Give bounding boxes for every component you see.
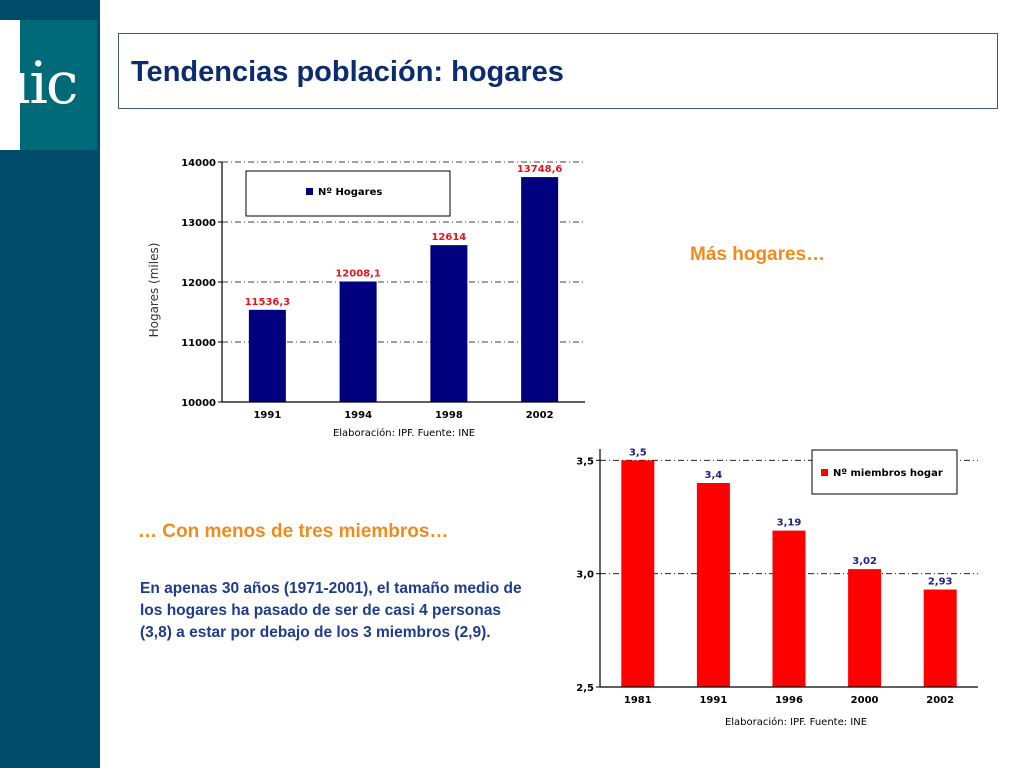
x-tick-label: 1996: [775, 695, 803, 706]
y-tick-label: 3,0: [576, 570, 594, 581]
note-more-households: Más hogares…: [690, 244, 826, 265]
y-tick-label: 12000: [181, 278, 216, 289]
page-title: Tendencias población: hogares: [131, 56, 564, 88]
legend-label: Nº miembros hogar: [833, 468, 943, 479]
explanation-paragraph: En apenas 30 años (1971-2001), el tamaño…: [140, 578, 565, 644]
x-tick-label: 1981: [624, 695, 652, 706]
y-tick-label: 11000: [181, 338, 216, 349]
bar: [248, 309, 286, 402]
paragraph-line: (3,8) a estar por debajo de los 3 miembr…: [140, 624, 491, 641]
y-tick-label: 3,5: [576, 456, 594, 467]
bar: [521, 177, 559, 402]
legend-box: [811, 449, 958, 495]
source-note: Elaboración: IPF. Fuente: INE: [333, 427, 475, 439]
title-box: Tendencias población: hogares: [118, 33, 998, 109]
x-tick-label: 2000: [851, 695, 879, 706]
uic-logo: uic: [0, 20, 97, 150]
y-tick-label: 10000: [181, 398, 216, 409]
data-label: 12008,1: [335, 269, 381, 280]
legend-swatch: [821, 469, 828, 476]
data-label: 3,19: [777, 518, 802, 529]
data-label: 3,5: [629, 447, 647, 458]
x-tick-label: 1994: [344, 410, 372, 421]
data-label: 3,4: [705, 470, 723, 481]
bar: [621, 460, 655, 687]
y-tick-label: 2,5: [576, 683, 594, 694]
bar: [696, 483, 730, 687]
source-note: Elaboración: IPF. Fuente: INE: [725, 716, 867, 728]
data-label: 2,93: [928, 577, 953, 588]
logo-text: uic: [0, 49, 78, 117]
y-axis-label: Hogares (miles): [147, 243, 161, 338]
data-label: 13748,6: [517, 164, 563, 175]
legend-swatch: [306, 188, 313, 195]
x-tick-label: 1991: [253, 410, 281, 421]
x-tick-label: 2002: [926, 695, 954, 706]
y-tick-label: 14000: [181, 158, 216, 169]
legend-box: [245, 170, 451, 217]
data-label: 11536,3: [245, 297, 291, 308]
households-chart: 11536,3 12008,1 12614 13748,6 10000 11000 120…: [147, 158, 585, 439]
bar: [848, 569, 882, 687]
x-tick-label: 1991: [699, 695, 727, 706]
x-tick-label: 1998: [435, 410, 463, 421]
data-label: 12614: [431, 232, 466, 243]
bar: [430, 245, 468, 402]
note-fewer-members: … Con menos de tres miembros…: [138, 521, 449, 542]
y-tick-label: 13000: [181, 218, 216, 229]
paragraph-line: los hogares ha pasado de ser de casi 4 p…: [140, 602, 501, 619]
bar: [923, 589, 957, 687]
bar: [339, 281, 377, 402]
paragraph-line: En apenas 30 años (1971-2001), el tamaño…: [140, 580, 522, 597]
data-label: 3,02: [852, 556, 877, 567]
x-tick-label: 2002: [526, 410, 554, 421]
bar: [772, 530, 806, 687]
members-chart: 3,5 3,4 3,19 3,02 2,93 2,5 3,0 3,5 1981 1991 199…: [576, 447, 978, 728]
legend-label: Nº Hogares: [318, 187, 382, 198]
